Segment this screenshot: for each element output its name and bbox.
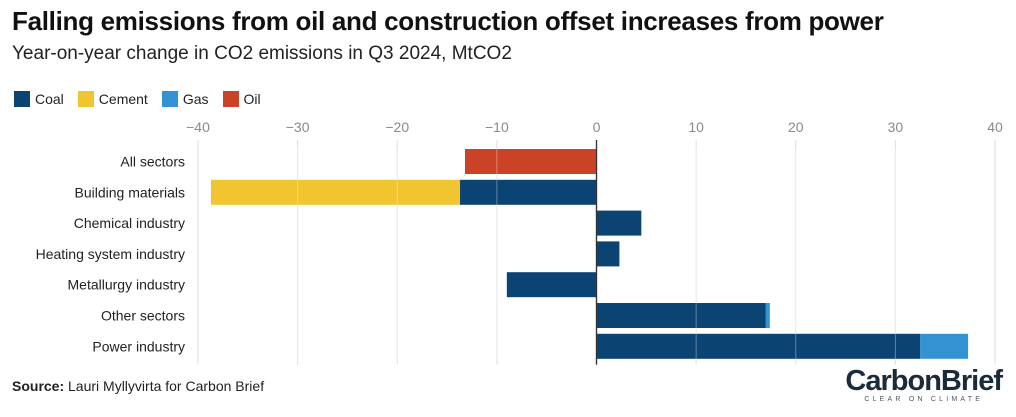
x-tick-label: 20 <box>788 119 804 135</box>
legend-label-oil: Oil <box>243 91 261 107</box>
legend-label-cement: Cement <box>98 91 148 107</box>
source-label: Source: <box>12 378 65 394</box>
x-tick-label: −10 <box>485 119 509 135</box>
x-tick-label: −40 <box>186 119 210 135</box>
bar-chart: −40 −30 −20 −10 0 10 20 30 40 All sectors Building… <box>36 119 1003 365</box>
legend: Coal Cement Gas Oil <box>14 91 261 107</box>
bar-coal <box>596 303 766 328</box>
x-tick-label: 30 <box>888 119 904 135</box>
x-tick-label: −20 <box>385 119 409 135</box>
category-label: Other sectors <box>101 308 185 324</box>
logo-part-carbon: Carbon <box>845 365 941 397</box>
category-label: Metallurgy industry <box>68 277 186 293</box>
legend-item-oil: Oil <box>222 91 261 107</box>
bar-cement <box>210 179 461 205</box>
category-label: Building materials <box>75 184 186 200</box>
category-label: Heating system industry <box>36 246 185 262</box>
carbon-brief-logo: CarbonBrief CLEAR ON CLIMATE <box>845 365 1003 403</box>
legend-item-coal: Coal <box>14 91 64 107</box>
source-note: Source: Lauri Myllyvirta for Carbon Brie… <box>12 378 264 394</box>
bar-coal <box>596 210 642 236</box>
chart-title: Falling emissions from oil and construct… <box>12 6 884 36</box>
legend-swatch-oil <box>222 91 239 107</box>
bar-oil <box>464 149 597 174</box>
x-tick-label: −30 <box>286 119 310 135</box>
legend-item-cement: Cement <box>77 91 148 107</box>
bar-coal <box>506 272 597 298</box>
bar-gas <box>765 303 770 328</box>
bar-coal <box>596 241 620 267</box>
category-label: All sectors <box>120 154 185 170</box>
bar-coal <box>596 333 921 359</box>
logo-wordmark: CarbonBrief <box>845 365 1003 397</box>
legend-label-coal: Coal <box>35 91 64 107</box>
category-label: Power industry <box>92 338 185 354</box>
category-label: Chemical industry <box>74 215 185 231</box>
legend-swatch-gas <box>161 91 178 107</box>
logo-tagline: CLEAR ON CLIMATE <box>864 396 984 403</box>
legend-item-gas: Gas <box>161 91 209 107</box>
logo-part-brief: Brief <box>940 365 1003 397</box>
legend-swatch-cement <box>77 91 94 107</box>
bar-gas <box>920 333 969 359</box>
source-text: Lauri Myllyvirta for Carbon Brief <box>68 378 265 394</box>
x-tick-label: 40 <box>987 119 1003 135</box>
x-tick-label: 10 <box>688 119 704 135</box>
legend-label-gas: Gas <box>182 91 209 107</box>
x-tick-label: 0 <box>593 119 601 135</box>
chart-subtitle: Year-on-year change in CO2 emissions in … <box>12 43 512 64</box>
legend-swatch-coal <box>14 91 30 107</box>
bar-coal <box>460 179 597 205</box>
